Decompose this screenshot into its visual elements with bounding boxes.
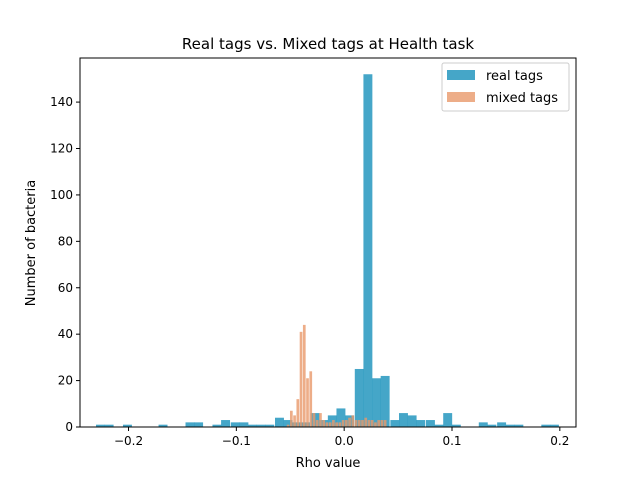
x-axis-label: Rho value bbox=[296, 456, 361, 471]
mixed-tags-bar bbox=[364, 417, 368, 427]
x-tick-label: −0.1 bbox=[222, 434, 251, 448]
real-tags-bar bbox=[487, 424, 497, 427]
real-tags-bar bbox=[221, 420, 231, 427]
mixed-tags-bar bbox=[370, 420, 374, 427]
x-axis: −0.2 −0.1 0.0 0.1 0.2 bbox=[114, 427, 569, 448]
y-tick-label: 100 bbox=[50, 188, 73, 202]
real-tags-bar bbox=[390, 420, 400, 427]
mixed-tags-bar bbox=[344, 420, 348, 427]
y-tick-label: 0 bbox=[65, 420, 73, 434]
real-tags-bar bbox=[372, 378, 381, 427]
real-tags-bar bbox=[104, 424, 114, 427]
real-tags-bar bbox=[230, 422, 240, 427]
mixed-tags-bar bbox=[312, 413, 316, 427]
real-tags-bar bbox=[265, 424, 275, 427]
real-tags-bar bbox=[380, 375, 390, 427]
mixed-tags-bar bbox=[289, 410, 293, 427]
y-tick-label: 40 bbox=[58, 327, 73, 341]
real-tags-bar bbox=[248, 424, 257, 427]
mixed-tags-bar bbox=[286, 424, 290, 427]
real-tags-bar bbox=[514, 424, 524, 427]
y-tick-label: 20 bbox=[58, 374, 73, 388]
mixed-tags-bar bbox=[357, 420, 361, 427]
y-tick-label: 60 bbox=[58, 281, 73, 295]
mixed-tags-bar bbox=[377, 420, 381, 427]
real-tags-bar bbox=[407, 415, 417, 427]
mixed-tags-bar bbox=[348, 417, 351, 427]
x-tick-label: 0.2 bbox=[550, 434, 569, 448]
real-tags-bar bbox=[158, 424, 168, 427]
real-tags-bar bbox=[541, 424, 551, 427]
real-tags-bar bbox=[549, 424, 559, 427]
mixed-tags-bar bbox=[296, 399, 300, 427]
real-tags-bar bbox=[363, 74, 373, 427]
y-tick-label: 140 bbox=[50, 95, 73, 109]
mixed-tags-bar bbox=[367, 420, 371, 427]
real-tags-bar bbox=[212, 424, 222, 427]
real-tags-bar bbox=[283, 420, 293, 427]
mixed-tags-bar bbox=[302, 324, 306, 427]
real-tags-bar bbox=[497, 422, 507, 427]
legend-label-mixed: mixed tags bbox=[486, 91, 558, 106]
mixed-tags-bar bbox=[335, 422, 338, 427]
plot-frame bbox=[79, 57, 577, 428]
mixed-tags-bar bbox=[306, 378, 309, 427]
real-tags-bar bbox=[425, 420, 435, 427]
real-tags-bar bbox=[275, 417, 284, 427]
mixed-tags-bar bbox=[322, 420, 326, 427]
mixed-tags-bar bbox=[361, 420, 364, 427]
mixed-tags-bar bbox=[328, 422, 332, 427]
mixed-tags-bar bbox=[351, 415, 355, 427]
real-tags-bar bbox=[443, 413, 453, 427]
mixed-tags-bar bbox=[374, 422, 377, 427]
mixed-tags-bar bbox=[338, 422, 342, 427]
real-tags-series bbox=[96, 74, 559, 427]
mixed-tags-bar bbox=[325, 422, 329, 427]
mixed-tags-bar bbox=[383, 420, 387, 427]
mixed-tags-bar bbox=[332, 420, 335, 427]
mixed-tags-bar bbox=[319, 413, 322, 427]
real-tags-bar bbox=[505, 424, 515, 427]
real-tags-bar bbox=[256, 424, 266, 427]
mixed-tags-bar bbox=[299, 331, 303, 427]
y-tick-label: 120 bbox=[50, 142, 73, 156]
mixed-tags-bar bbox=[293, 415, 296, 427]
mixed-tags-series bbox=[286, 324, 387, 427]
real-tags-bar bbox=[96, 424, 105, 427]
mixed-tags-bar bbox=[380, 420, 384, 427]
real-tags-bar bbox=[478, 422, 488, 427]
real-tags-bar bbox=[185, 422, 195, 427]
mixed-tags-bar bbox=[309, 371, 313, 427]
mixed-tags-bar bbox=[354, 420, 358, 427]
x-tick-label: 0.1 bbox=[442, 434, 461, 448]
real-tags-bar bbox=[239, 422, 249, 427]
x-tick-label: −0.2 bbox=[114, 434, 143, 448]
legend-swatch-mixed bbox=[447, 92, 475, 102]
mixed-tags-bar bbox=[341, 420, 345, 427]
y-tick-label: 80 bbox=[58, 234, 73, 248]
mixed-tags-bar bbox=[315, 420, 319, 427]
y-axis-label: Number of bacteria bbox=[24, 180, 39, 306]
y-axis: 0 20 40 60 80 100 120 140 bbox=[50, 95, 80, 434]
chart-title: Real tags vs. Mixed tags at Health task bbox=[182, 35, 474, 53]
real-tags-bar bbox=[399, 413, 408, 427]
legend: real tags mixed tags bbox=[441, 62, 570, 112]
real-tags-bar bbox=[336, 408, 346, 427]
real-tags-bar bbox=[194, 422, 204, 427]
legend-label-real: real tags bbox=[486, 69, 543, 84]
legend-swatch-real bbox=[447, 70, 475, 80]
real-tags-bar bbox=[416, 420, 426, 427]
real-tags-bar bbox=[434, 424, 444, 427]
real-tags-bar bbox=[354, 368, 364, 427]
real-tags-bar bbox=[122, 424, 132, 427]
real-tags-bar bbox=[451, 424, 461, 427]
x-tick-label: 0.0 bbox=[335, 434, 354, 448]
